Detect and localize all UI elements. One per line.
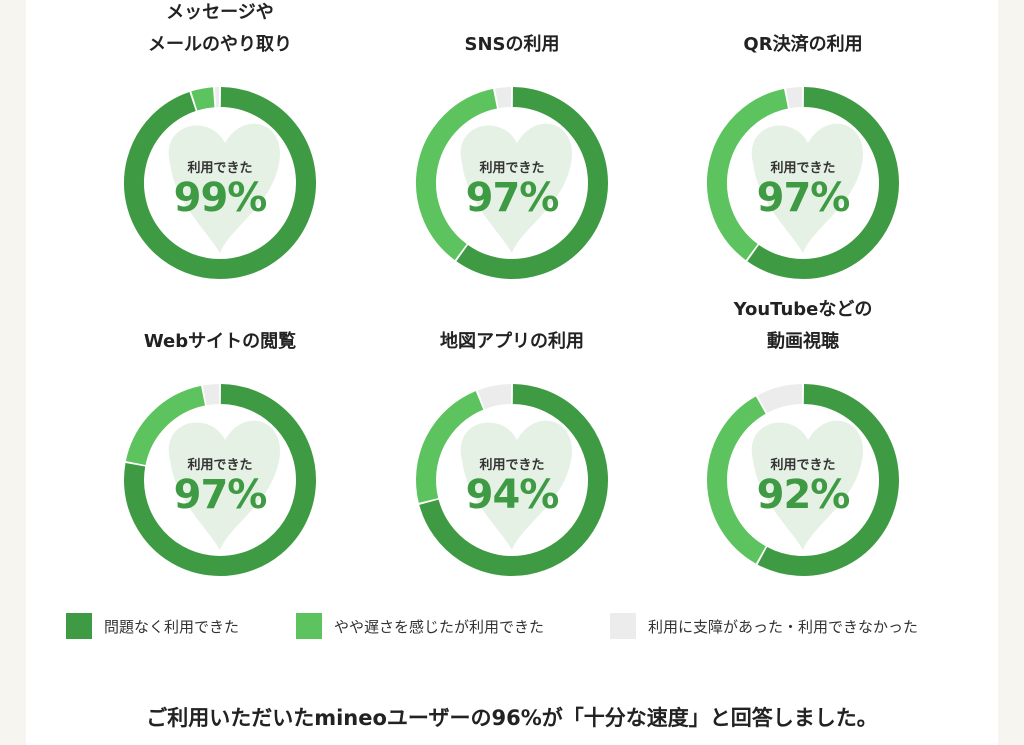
heart-watermark-icon bbox=[751, 420, 864, 550]
center-value: 92% bbox=[756, 472, 851, 518]
donut-segment-no-problem bbox=[456, 87, 608, 279]
center-label: 利用できた bbox=[770, 161, 836, 176]
chart-title-line: YouTubeなどの bbox=[733, 299, 873, 320]
donut-segment-trouble bbox=[203, 384, 220, 406]
center-value: 97% bbox=[756, 175, 851, 221]
donut-segment-no-problem bbox=[124, 87, 316, 279]
center-value: 99% bbox=[173, 175, 268, 221]
legend-swatch-gray bbox=[610, 613, 636, 639]
donut-segment-slightly-slow bbox=[707, 396, 766, 564]
heart-watermark-icon bbox=[168, 420, 281, 550]
center-label: 利用できた bbox=[187, 161, 253, 176]
donut-segment-slightly-slow bbox=[191, 87, 215, 111]
donut-chart bbox=[707, 384, 899, 576]
donut-chart bbox=[707, 87, 899, 279]
heart-watermark-icon bbox=[460, 123, 573, 253]
legend-label: 利用に支障があった・利用できなかった bbox=[648, 617, 919, 636]
donut-segment-slightly-slow bbox=[125, 385, 206, 466]
center-label: 利用できた bbox=[479, 458, 545, 473]
center-value: 97% bbox=[465, 175, 560, 221]
donut-segment-slightly-slow bbox=[707, 88, 789, 261]
legend-item-trouble: 利用に支障があった・利用できなかった bbox=[610, 612, 918, 640]
chart-title-line: SNSの利用 bbox=[464, 34, 560, 55]
heart-watermark-icon bbox=[168, 123, 281, 253]
donut-chart bbox=[124, 87, 316, 279]
donut-segment-no-problem bbox=[747, 87, 899, 279]
donut-chart bbox=[416, 384, 608, 576]
heart-watermark-icon bbox=[751, 123, 864, 253]
donut-segment-no-problem bbox=[419, 384, 608, 576]
donut-segment-trouble bbox=[786, 87, 803, 109]
legend-swatch-light-green bbox=[296, 613, 322, 639]
chart-title: 地図アプリの利用 bbox=[362, 326, 662, 358]
chart-title: YouTubeなどの 動画視聴 bbox=[653, 294, 953, 358]
legend-swatch-dark-green bbox=[66, 613, 92, 639]
chart-title-line: 動画視聴 bbox=[767, 331, 839, 352]
chart-title: メッセージや メールのやり取り bbox=[70, 0, 370, 61]
donut-segment-trouble bbox=[495, 87, 512, 109]
legend-label: 問題なく利用できた bbox=[104, 617, 240, 636]
donut-segment-slightly-slow bbox=[416, 391, 484, 503]
legend-label: やや遅さを感じたが利用できた bbox=[334, 617, 545, 636]
center-value: 94% bbox=[465, 472, 560, 518]
chart-title: Webサイトの閲覧 bbox=[70, 326, 370, 358]
chart-title-line: Webサイトの閲覧 bbox=[143, 331, 297, 352]
donut-chart bbox=[124, 384, 316, 576]
heart-watermark-icon bbox=[460, 420, 573, 550]
donut-segment-no-problem bbox=[757, 384, 899, 576]
chart-title: SNSの利用 bbox=[362, 29, 662, 61]
donut-segment-trouble bbox=[477, 384, 512, 410]
center-value: 97% bbox=[173, 472, 268, 518]
center-label: 利用できた bbox=[187, 458, 253, 473]
chart-title-line: 地図アプリの利用 bbox=[440, 331, 584, 352]
donut-segment-slightly-slow bbox=[416, 88, 498, 261]
chart-title-line: メッセージや bbox=[166, 2, 274, 23]
legend-item-slightly-slow: やや遅さを感じたが利用できた bbox=[296, 612, 544, 640]
chart-title-line: QR決済の利用 bbox=[743, 34, 863, 55]
donut-segment-no-problem bbox=[124, 384, 316, 576]
legend-item-no-problem: 問題なく利用できた bbox=[66, 612, 239, 640]
summary-text: ご利用いただいたmineoユーザーの96%が「十分な速度」と回答しました。 bbox=[146, 706, 878, 730]
chart-title-line: メールのやり取り bbox=[148, 34, 292, 55]
chart-title: QR決済の利用 bbox=[653, 29, 953, 61]
legend: 問題なく利用できた やや遅さを感じたが利用できた 利用に支障があった・利用できな… bbox=[66, 612, 986, 640]
center-label: 利用できた bbox=[479, 161, 545, 176]
donut-segment-trouble bbox=[757, 384, 803, 414]
donut-chart bbox=[416, 87, 608, 279]
center-label: 利用できた bbox=[770, 458, 836, 473]
